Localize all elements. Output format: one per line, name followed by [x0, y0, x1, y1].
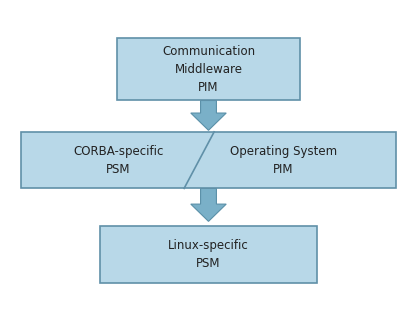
Bar — [100, 226, 317, 283]
FancyArrow shape — [191, 100, 226, 130]
Text: Linux-specific
PSM: Linux-specific PSM — [168, 239, 249, 270]
Bar — [21, 132, 396, 188]
Text: CORBA-specific
PSM: CORBA-specific PSM — [73, 145, 163, 176]
Bar — [117, 38, 300, 100]
Text: Communication
Middleware
PIM: Communication Middleware PIM — [162, 45, 255, 94]
FancyArrow shape — [191, 188, 226, 221]
Text: Operating System
PIM: Operating System PIM — [230, 145, 337, 176]
